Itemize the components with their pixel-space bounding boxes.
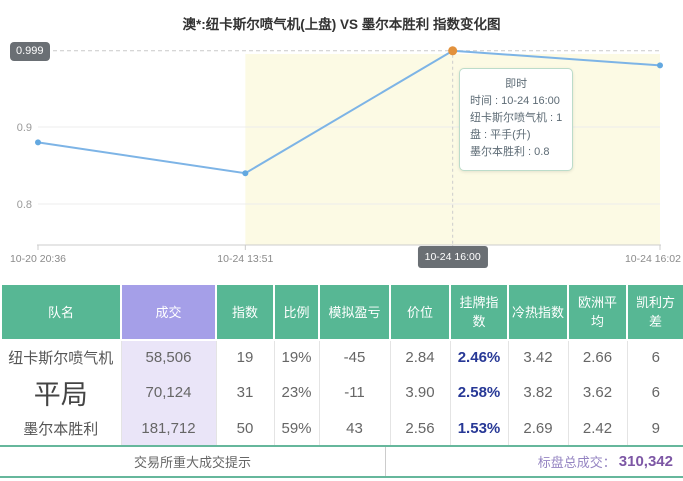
volume-cell: 58,506 [120,340,216,373]
x-axis-active-badge: 10-24 16:00 [417,246,488,268]
table-header-row: 队名 成交 指数 比例 模拟盈亏 价位 挂牌指数 冷热指数 欧洲平均 凯利方差 [0,283,683,341]
column-header: 模拟盈亏 [318,283,391,341]
tooltip-title: 即时 [505,78,528,90]
column-header: 挂牌指数 [449,283,509,341]
cell: 2.66 [567,340,627,373]
listing-index-cell: 2.58% [449,373,508,412]
column-header: 队名 [0,283,122,341]
title-bar: 澳*:纽卡斯尔喷气机(上盘) VS 墨尔本胜利 指数变化图 [0,0,683,40]
footer-bar: 交易所重大成交提示 标盘总成交： 310,342 [0,445,683,478]
chart-tooltip: 即时 时间 : 10-24 16:00 纽卡斯尔喷气机 : 1 盘 : 平手(升… [459,68,574,171]
cell: 59% [273,412,319,445]
cell: 2.42 [567,412,627,445]
cell: 2.84 [389,340,450,373]
total-volume-value: 310,342 [618,453,673,470]
x-axis-label: 10-20 20:36 [9,253,67,265]
table-row: 墨尔本胜利 181,712 50 59% 43 2.56 1.53% 2.69 2.42 9 [1,412,683,445]
total-volume: 标盘总成交： 310,342 [386,447,683,476]
column-header: 比例 [273,283,320,341]
cell: 3.90 [389,373,450,412]
tooltip-line-handicap: 盘 : 平手(升) [470,129,531,141]
active-data-point [448,46,458,56]
odds-table: 队名 成交 指数 比例 模拟盈亏 价位 挂牌指数 冷热指数 欧洲平均 凯利方差 纽卡斯尔喷气机 58… [0,283,683,445]
cell: 3.62 [567,373,627,412]
column-header: 指数 [215,283,275,341]
column-header: 成交 [120,283,217,341]
tooltip-line-time: 时间 : 10-24 16:00 [470,95,560,107]
team-name: 平局 [33,380,88,410]
major-trade-notice-link[interactable]: 交易所重大成交提示 [0,447,386,476]
listing-index-cell: 2.46% [449,340,508,373]
team-name: 纽卡斯尔喷气机 [8,349,114,367]
cell: 31 [215,373,274,412]
tooltip-line-home: 纽卡斯尔喷气机 : 1 [470,112,563,124]
cell: 9 [626,412,683,445]
max-value-badge: 0.999 [10,42,50,61]
cell: 2.69 [507,412,568,445]
team-name: 墨尔本胜利 [23,421,99,438]
column-header: 欧洲平均 [567,283,628,341]
table-row: 平局 70,124 31 23% -11 3.90 2.58% 3.82 3.62 6 [1,373,683,412]
cell: 2.56 [389,412,450,445]
cell: -11 [318,373,390,412]
cell: 43 [318,412,390,445]
cell: 50 [215,412,274,445]
cell: 19% [273,340,319,373]
total-volume-label: 标盘总成交： [537,455,616,470]
cell: 6 [626,373,683,412]
volume-cell: 181,712 [120,412,216,445]
x-axis-label: 10-24 16:02 [624,253,681,265]
listing-index-cell: 1.53% [449,412,508,445]
column-header: 凯利方差 [626,283,683,341]
index-trend-chart[interactable]: 0.9 0.8 [0,40,683,252]
x-axis-label: 10-24 13:51 [217,253,274,265]
column-header: 价位 [389,283,451,341]
cell: 19 [215,340,274,373]
cell: 3.82 [507,373,568,412]
column-header: 冷热指数 [507,283,569,341]
data-point [242,170,249,177]
y-axis-tick-label: 0.9 [17,122,32,134]
table-row: 纽卡斯尔喷气机 58,506 19 19% -45 2.84 2.46% 3.42 2.66 6 [1,340,683,373]
volume-cell: 70,124 [120,373,216,412]
data-point [35,139,41,146]
cell: 3.42 [507,340,568,373]
y-axis-tick-label: 0.8 [17,199,32,211]
cell: -45 [318,340,390,373]
index-line [37,49,661,175]
tooltip-line-away: 墨尔本胜利 : 0.8 [470,146,550,158]
highlight-region [245,54,661,245]
cell: 23% [273,373,319,412]
data-point [657,62,663,69]
cell: 6 [626,340,683,373]
index-trend-chart-area: 0.9 0.8 0.999 即时 时间 : 10-24 16:00 纽卡斯尔喷气机… [0,40,683,270]
page-title: 澳*:纽卡斯尔喷气机(上盘) VS 墨尔本胜利 指数变化图 [182,17,501,32]
